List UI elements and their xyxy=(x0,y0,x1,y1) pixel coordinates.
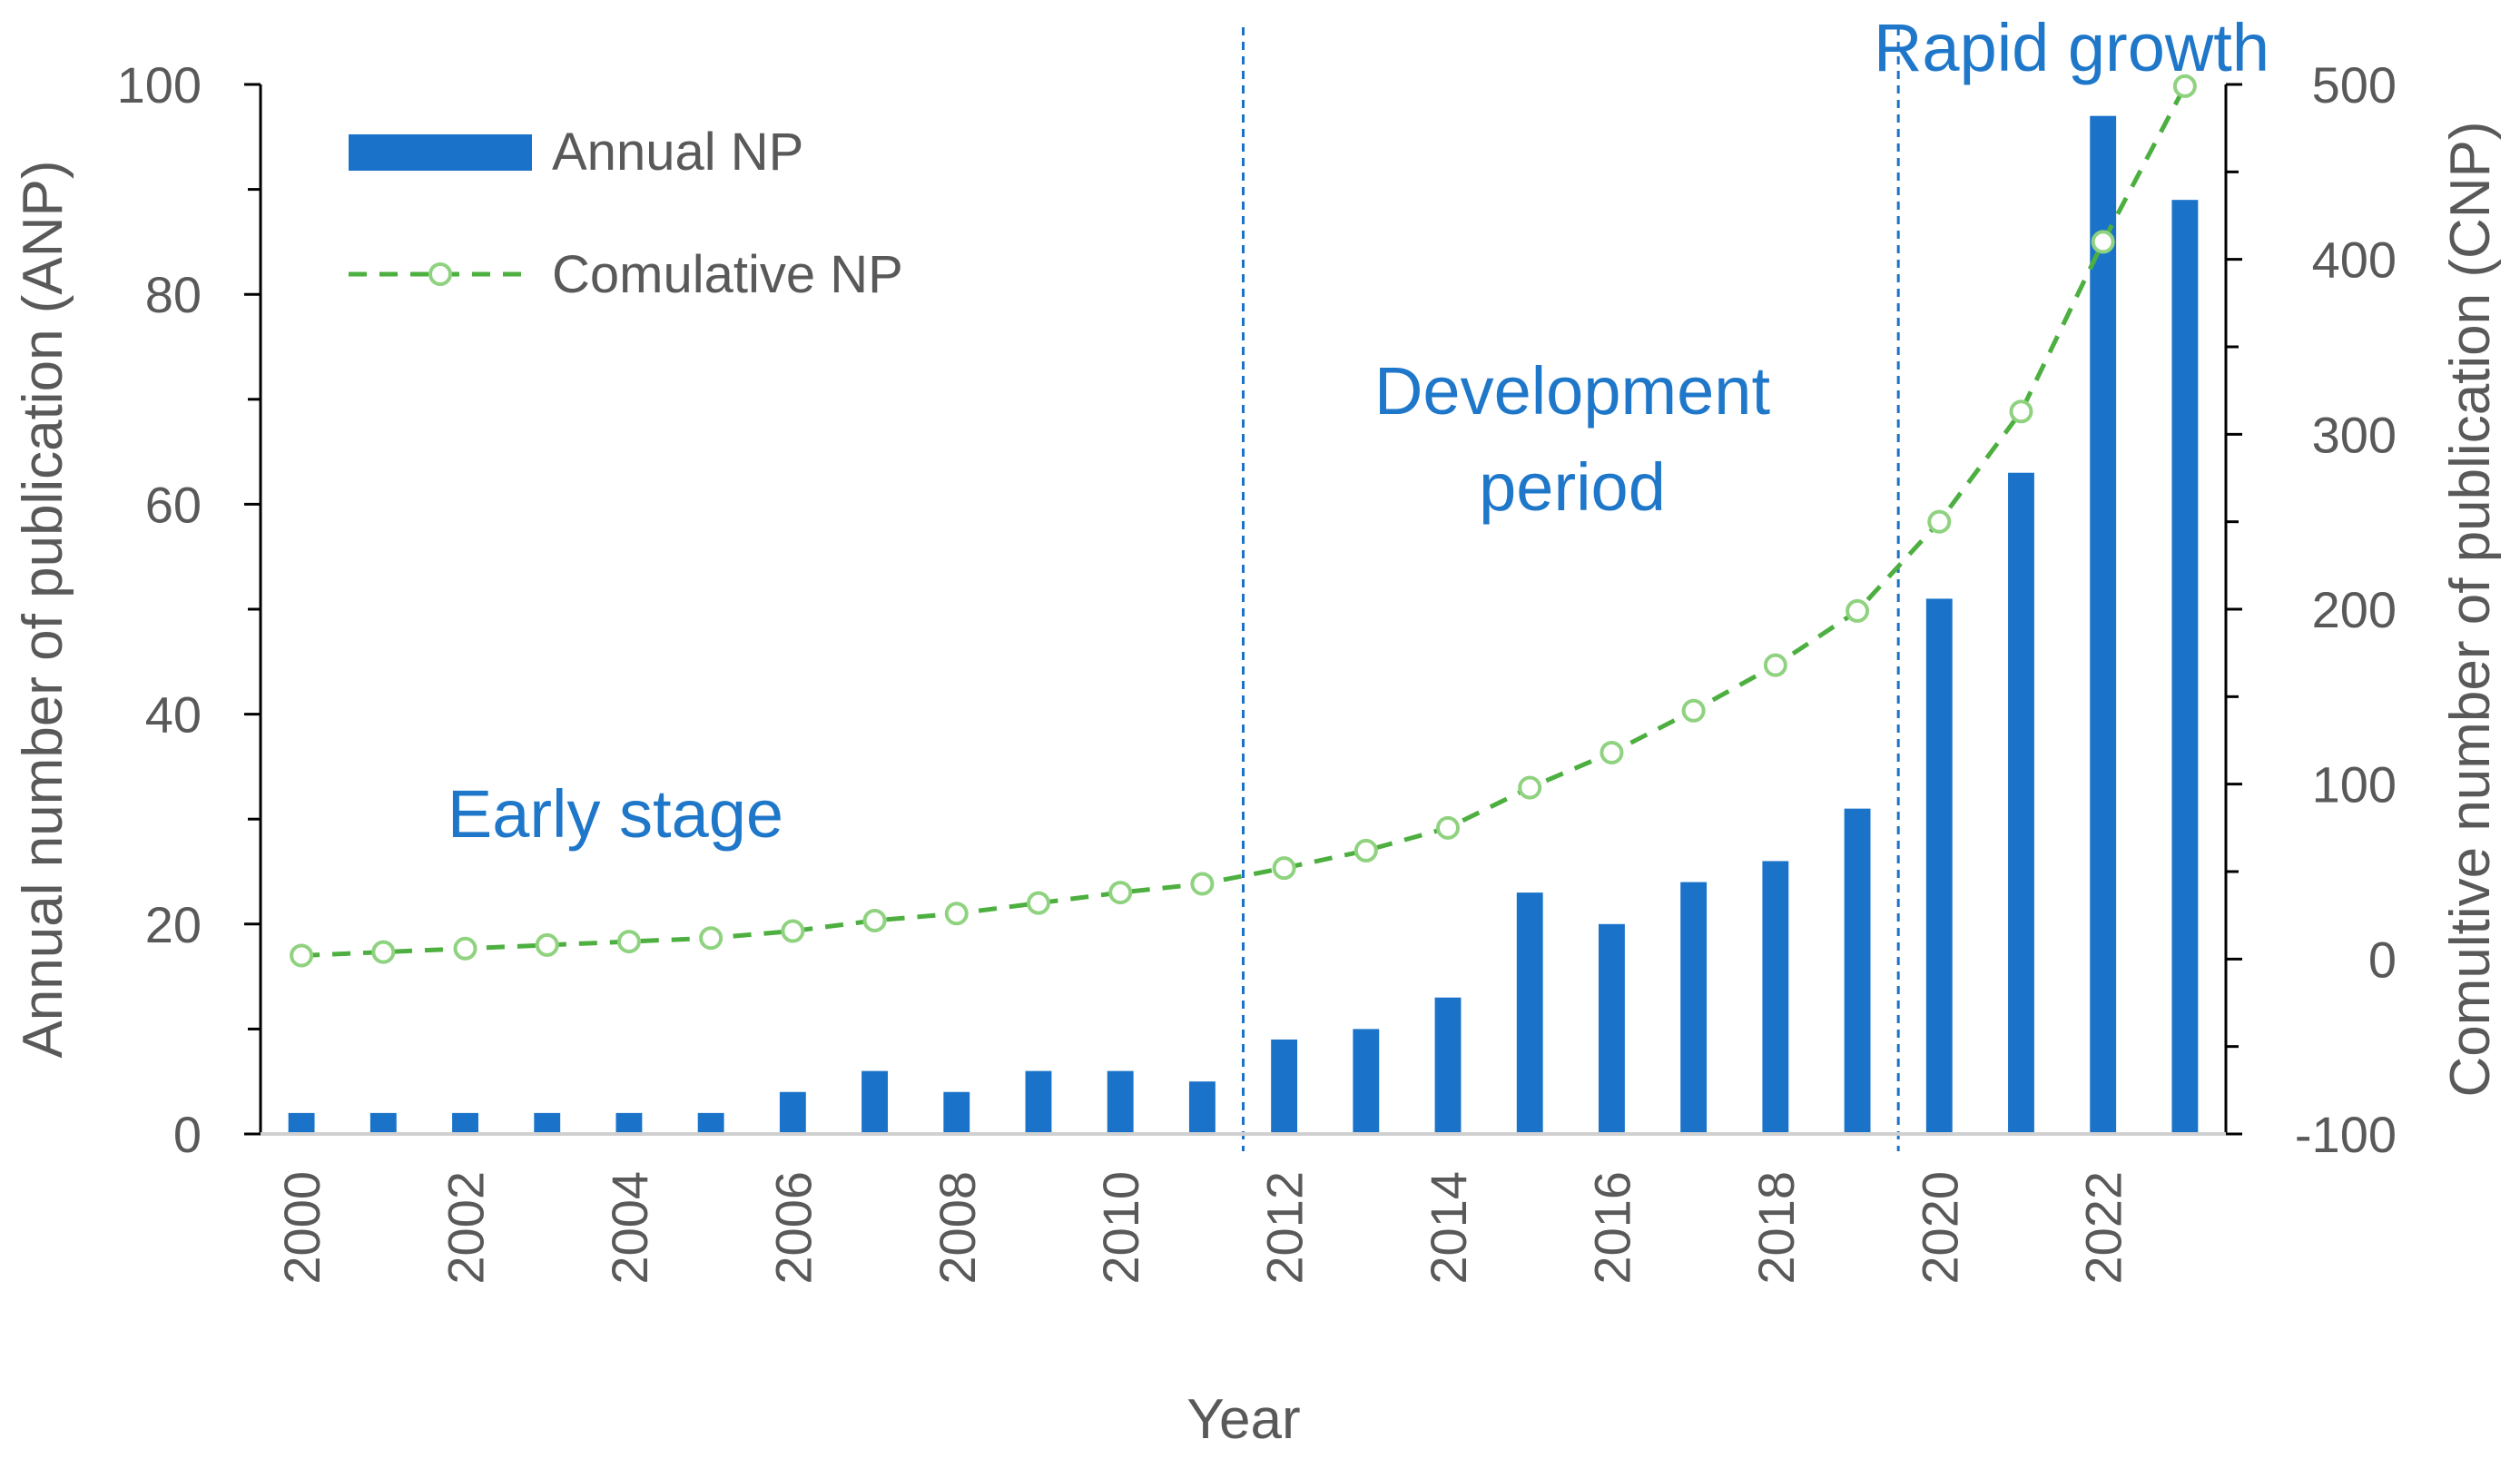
point-comulative-np-2007 xyxy=(862,908,887,932)
right-tick-label-400: 400 xyxy=(2312,232,2397,289)
left-tick-label-0: 0 xyxy=(173,1106,202,1163)
annotation-development-line-1: Development xyxy=(1374,353,1770,429)
bar-annual-np-2014 xyxy=(1434,997,1462,1134)
x-tick-label-2022: 2022 xyxy=(2075,1171,2132,1285)
right-tick-label-300: 300 xyxy=(2312,406,2397,463)
legend-label-comulative-np: Comulative NP xyxy=(552,245,903,304)
left-tick-label-20: 20 xyxy=(145,896,202,953)
bar-annual-np-2015 xyxy=(1516,892,1543,1134)
point-comulative-np-2020 xyxy=(1927,509,1952,534)
bar-annual-np-2018 xyxy=(1762,861,1789,1134)
right-y-axis-ticks: -100 0 100 200 300 400 500 xyxy=(2226,56,2397,1163)
point-comulative-np-2006 xyxy=(781,919,805,943)
left-y-axis-ticks: 0 20 40 60 80 100 xyxy=(117,56,261,1163)
bar-annual-np-2009 xyxy=(1025,1070,1052,1134)
bar-annual-np-2019 xyxy=(1844,808,1871,1134)
right-tick-label-0: 0 xyxy=(2368,931,2397,988)
point-comulative-np-2011 xyxy=(1190,872,1215,896)
bar-annual-np-2011 xyxy=(1188,1081,1216,1134)
point-comulative-np-2017 xyxy=(1681,698,1706,723)
annotation-rapid-growth: Rapid growth xyxy=(1874,10,2269,85)
x-tick-label-2008: 2008 xyxy=(929,1171,986,1285)
annual-np-bars xyxy=(288,115,2199,1134)
bar-annual-np-2023 xyxy=(2171,200,2199,1134)
bar-annual-np-2016 xyxy=(1599,923,1625,1134)
legend-marker-comulative-np xyxy=(428,262,452,286)
point-comulative-np-2014 xyxy=(1436,815,1461,840)
annotation-early-stage: Early stage xyxy=(448,776,783,852)
bar-annual-np-2002 xyxy=(452,1112,478,1134)
comulative-np-path xyxy=(300,84,2188,958)
point-comulative-np-2012 xyxy=(1272,856,1296,881)
stage-annotations: Early stage Development period Rapid gro… xyxy=(448,10,2269,852)
comulative-np-line xyxy=(290,74,2197,968)
point-comulative-np-2018 xyxy=(1763,653,1787,677)
x-tick-label-2006: 2006 xyxy=(764,1171,822,1285)
x-tick-label-2000: 2000 xyxy=(273,1171,330,1285)
bar-annual-np-2008 xyxy=(943,1091,970,1134)
x-axis-tick-labels: 2000 2002 2004 2006 2008 2010 2012 2014 2016 2018… xyxy=(273,1171,2132,1285)
bar-annual-np-2006 xyxy=(779,1091,806,1134)
bar-annual-np-2022 xyxy=(2090,115,2117,1134)
bar-annual-np-2005 xyxy=(697,1112,724,1134)
bar-annual-np-2017 xyxy=(1680,882,1708,1134)
bar-annual-np-2012 xyxy=(1271,1039,1298,1134)
left-tick-label-80: 80 xyxy=(145,266,202,323)
bar-annual-np-2021 xyxy=(2008,472,2034,1134)
point-comulative-np-2004 xyxy=(616,930,641,954)
point-comulative-np-2023 xyxy=(2172,74,2197,98)
phase-dividers xyxy=(1242,27,1900,1151)
bar-annual-np-2007 xyxy=(861,1070,888,1134)
bar-annual-np-2000 xyxy=(288,1112,315,1134)
x-tick-label-2004: 2004 xyxy=(601,1171,658,1285)
point-comulative-np-2016 xyxy=(1600,740,1624,764)
x-tick-label-2002: 2002 xyxy=(438,1171,495,1285)
x-tick-label-2014: 2014 xyxy=(1420,1171,1477,1285)
annotation-development-line-2: period xyxy=(1479,449,1666,525)
point-comulative-np-2001 xyxy=(371,940,396,964)
left-tick-label-100: 100 xyxy=(117,56,202,113)
left-tick-label-60: 60 xyxy=(145,476,202,533)
right-tick-label-200: 200 xyxy=(2312,581,2397,638)
point-comulative-np-2002 xyxy=(453,936,477,961)
point-comulative-np-2022 xyxy=(2091,230,2115,254)
bar-annual-np-2020 xyxy=(1925,598,1953,1134)
x-axis-title: Year xyxy=(1186,1388,1300,1451)
point-comulative-np-2009 xyxy=(1026,891,1050,915)
legend: Annual NP Comulative NP xyxy=(349,123,903,304)
point-comulative-np-2003 xyxy=(535,932,559,957)
left-tick-label-40: 40 xyxy=(145,686,202,744)
point-comulative-np-2021 xyxy=(2009,399,2033,424)
right-y-axis-title: Comultive number of publication (CNP) xyxy=(2439,121,2502,1097)
point-comulative-np-2019 xyxy=(1846,598,1870,623)
x-tick-label-2016: 2016 xyxy=(1583,1171,1640,1285)
left-y-axis-title: Annual number of publication (ANP) xyxy=(12,160,74,1058)
right-tick-label-500: 500 xyxy=(2312,56,2397,113)
bar-annual-np-2004 xyxy=(615,1112,643,1134)
x-tick-label-2010: 2010 xyxy=(1092,1171,1149,1285)
point-comulative-np-2000 xyxy=(290,943,314,968)
x-tick-label-2018: 2018 xyxy=(1747,1171,1805,1285)
legend-label-annual-np: Annual NP xyxy=(552,123,803,182)
right-tick-label--100: -100 xyxy=(2295,1106,2397,1163)
point-comulative-np-2015 xyxy=(1518,775,1542,800)
bar-annual-np-2003 xyxy=(534,1112,561,1134)
point-comulative-np-2008 xyxy=(944,902,969,926)
bar-annual-np-2001 xyxy=(369,1112,397,1134)
x-tick-label-2020: 2020 xyxy=(1911,1171,1968,1285)
x-tick-label-2012: 2012 xyxy=(1256,1171,1314,1285)
point-comulative-np-2005 xyxy=(699,926,724,951)
right-tick-label-100: 100 xyxy=(2312,756,2397,813)
bar-annual-np-2013 xyxy=(1353,1029,1380,1134)
legend-swatch-annual-np xyxy=(349,134,532,171)
point-comulative-np-2013 xyxy=(1354,838,1378,863)
bar-annual-np-2010 xyxy=(1107,1070,1134,1134)
point-comulative-np-2010 xyxy=(1108,881,1133,905)
